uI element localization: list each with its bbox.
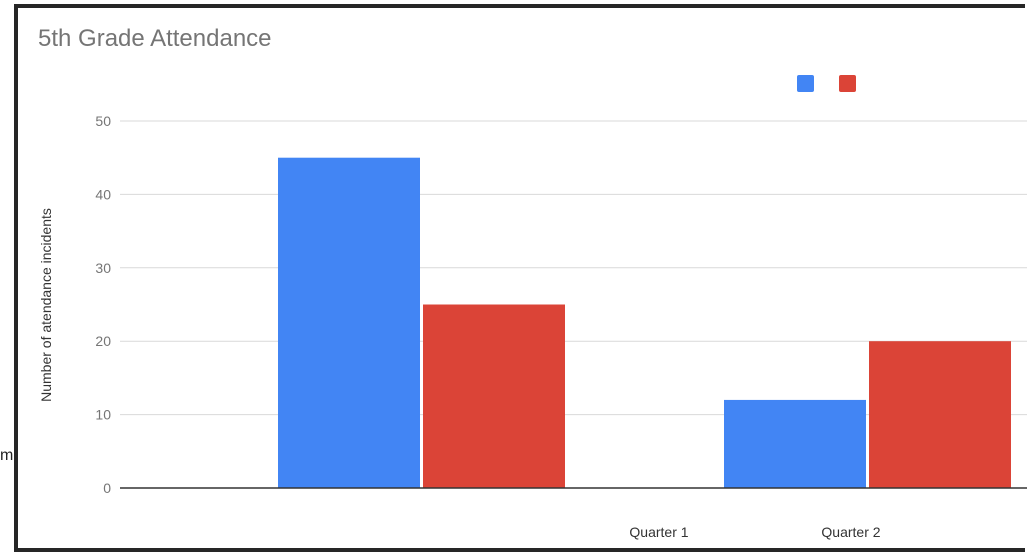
y-tick-label: 40 — [95, 186, 111, 202]
legend — [797, 75, 856, 92]
y-axis-label: Number of atendance incidents — [38, 208, 54, 402]
bar — [423, 304, 565, 488]
y-tick-label: 10 — [95, 407, 111, 423]
stray-text: m — [0, 447, 14, 464]
x-category-label: Quarter 2 — [821, 524, 880, 540]
chart-title: 5th Grade Attendance — [38, 25, 272, 52]
bar — [278, 157, 420, 488]
legend-swatch — [839, 75, 856, 92]
y-tick-label: 30 — [95, 260, 111, 276]
bar — [724, 399, 866, 488]
legend-swatch — [797, 75, 814, 92]
x-category-label: Quarter 1 — [629, 524, 688, 540]
y-tick-labels: 0 10 20 30 40 50 — [95, 113, 111, 496]
bar — [869, 341, 1011, 488]
y-tick-label: 50 — [95, 113, 111, 129]
bars — [278, 157, 1011, 488]
y-tick-label: 0 — [103, 480, 111, 496]
y-tick-label: 20 — [95, 333, 111, 349]
category-labels: Quarter 1 Quarter 2 — [629, 524, 880, 540]
gridlines — [120, 120, 1027, 416]
